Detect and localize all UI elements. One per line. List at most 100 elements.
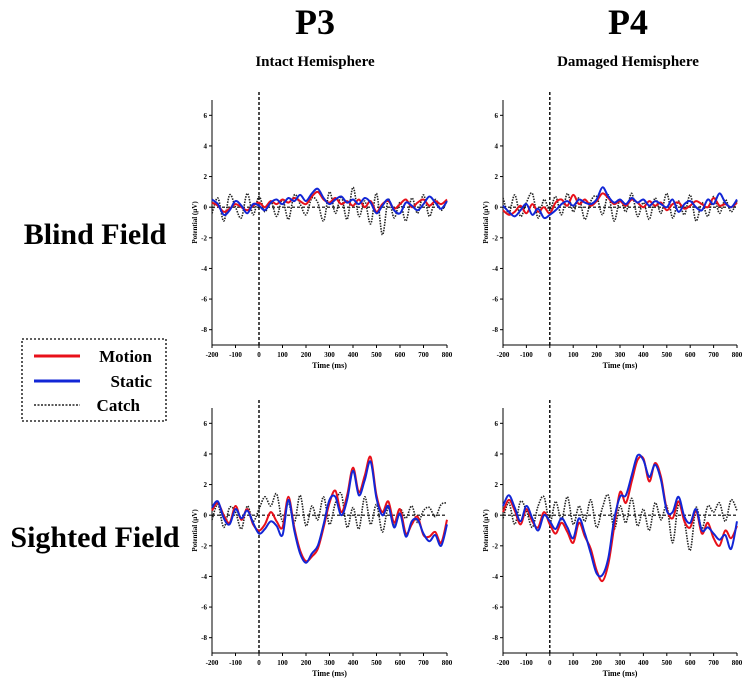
y-tick-label: 0 [204,204,208,212]
row-label-sighted-field: Sighted Field [10,521,180,554]
y-tick-label: 2 [495,173,499,181]
x-tick-label: 400 [638,659,649,667]
y-tick-label: 4 [204,450,208,458]
y-tick-label: -2 [492,542,498,550]
series-line-catch [211,186,448,236]
y-tick-label: -4 [492,265,498,273]
x-tick-label: 200 [591,351,602,359]
x-tick-label: 500 [371,659,382,667]
x-tick-label: 300 [615,351,626,359]
y-axis-label: Potential (µV) [482,201,490,244]
y-tick-label: -4 [492,573,498,581]
legend: Motion Static Catch [21,338,167,422]
series-line-static [211,460,448,564]
y-tick-label: 2 [495,481,499,489]
y-tick-label: -6 [201,604,207,612]
legend-label-catch: Catch [97,396,141,415]
x-tick-label: 200 [591,659,602,667]
x-axis-label: Time (ms) [603,669,638,678]
legend-label-motion: Motion [99,347,152,366]
x-tick-label: 0 [257,659,261,667]
x-tick-label: 100 [277,351,288,359]
y-tick-label: -8 [492,634,498,642]
column-subheading-intact: Intact Hemisphere [255,54,375,70]
x-tick-label: 500 [371,351,382,359]
x-tick-label: 300 [615,659,626,667]
column-heading-p3: P3 [295,2,335,42]
x-tick-label: 700 [418,659,429,667]
column-subheading-damaged: Damaged Hemisphere [557,54,699,70]
chart-panel-p4-blind-field: 6 4 2 0 -2 -4 -6 -8 -200 -100 0 100 200 300 400 500 600 7… [482,92,743,370]
x-tick-label: 200 [301,659,312,667]
legend-label-static: Static [110,372,152,391]
y-tick-label: 0 [495,512,499,520]
y-tick-label: 6 [495,112,499,120]
x-tick-label: 800 [732,659,743,667]
y-axis-label: Potential (µV) [191,201,199,244]
series-line-static [211,187,448,216]
x-tick-label: 800 [442,659,453,667]
series-line-static [502,186,738,220]
y-tick-label: -4 [201,573,207,581]
x-tick-label: 700 [418,351,429,359]
y-tick-label: -6 [201,296,207,304]
y-tick-label: 4 [495,142,499,150]
x-tick-label: 400 [348,659,359,667]
y-tick-label: -8 [201,326,207,334]
y-tick-label: 6 [495,420,499,428]
x-tick-label: 300 [324,659,335,667]
y-tick-label: 6 [204,420,208,428]
x-tick-label: 600 [685,659,696,667]
x-axis-label: Time (ms) [603,361,638,370]
y-tick-label: -2 [201,542,207,550]
x-tick-label: 300 [324,351,335,359]
row-label-blind-field: Blind Field [24,218,167,251]
x-tick-label: -100 [229,351,242,359]
y-tick-label: -8 [201,634,207,642]
x-tick-label: -200 [497,659,510,667]
y-tick-label: 0 [204,512,208,520]
x-tick-label: 700 [708,659,719,667]
x-tick-label: -100 [520,659,533,667]
x-tick-label: -100 [520,351,533,359]
x-axis-label: Time (ms) [312,669,347,678]
x-tick-label: 0 [548,659,552,667]
x-tick-label: 400 [348,351,359,359]
x-tick-label: 200 [301,351,312,359]
series-line-static [502,453,738,578]
x-tick-label: 100 [568,351,579,359]
y-tick-label: 0 [495,204,499,212]
series-line-motion [211,455,448,563]
y-tick-label: 2 [204,481,208,489]
x-tick-label: -200 [206,659,219,667]
y-tick-label: -2 [492,234,498,242]
y-tick-label: 4 [204,142,208,150]
y-tick-label: 2 [204,173,208,181]
chart-panel-p3-blind-field: 6 4 2 0 -2 -4 -6 -8 -200 -100 0 100 200 300 400 500 600 7… [191,92,453,370]
series-line-motion [502,455,738,583]
y-axis-label: Potential (µV) [482,509,490,552]
x-tick-label: 600 [685,351,696,359]
x-tick-label: 600 [395,659,406,667]
series-line-catch [502,493,738,552]
y-tick-label: -2 [201,234,207,242]
x-tick-label: -200 [497,351,510,359]
column-heading-p4: P4 [608,2,648,42]
x-tick-label: 700 [708,351,719,359]
y-tick-label: -4 [201,265,207,273]
x-tick-label: -100 [229,659,242,667]
x-tick-label: 600 [395,351,406,359]
x-tick-label: 100 [568,659,579,667]
x-tick-label: 0 [257,351,261,359]
y-tick-label: 4 [495,450,499,458]
y-tick-label: -8 [492,326,498,334]
y-axis-label: Potential (µV) [191,509,199,552]
y-tick-label: -6 [492,604,498,612]
y-tick-label: -6 [492,296,498,304]
x-tick-label: 800 [732,351,743,359]
chart-panel-p3-sighted-field: 6 4 2 0 -2 -4 -6 -8 -200 -100 0 100 200 300 400 500 600 7… [191,400,453,678]
x-tick-label: 400 [638,351,649,359]
x-tick-label: 800 [442,351,453,359]
x-tick-label: 500 [662,351,673,359]
